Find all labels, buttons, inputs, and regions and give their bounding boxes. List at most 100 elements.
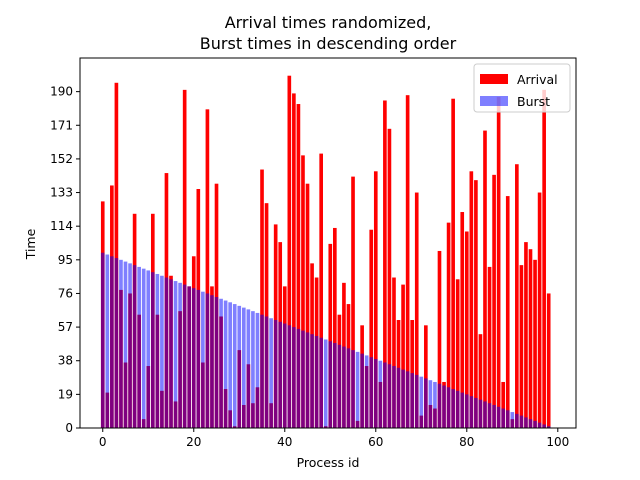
bar-burst-92 bbox=[519, 415, 524, 428]
bar-burst-37 bbox=[269, 318, 273, 428]
bar-burst-79 bbox=[460, 392, 465, 428]
bar-burst-73 bbox=[433, 381, 437, 428]
bar-burst-1 bbox=[105, 254, 110, 428]
bar-burst-21 bbox=[196, 289, 201, 428]
bar-burst-89 bbox=[505, 410, 510, 428]
bar-burst-91 bbox=[515, 413, 519, 428]
x-tick-label: 0 bbox=[99, 435, 107, 449]
bar-burst-3 bbox=[114, 258, 119, 428]
bar-burst-56 bbox=[355, 351, 360, 428]
bar-arrival-77 bbox=[451, 98, 455, 428]
bar-burst-4 bbox=[119, 259, 123, 428]
bar-burst-0 bbox=[100, 252, 105, 428]
bar-burst-17 bbox=[178, 282, 182, 428]
bar-burst-55 bbox=[351, 350, 355, 428]
bar-arrival-51 bbox=[333, 227, 337, 428]
bar-burst-6 bbox=[128, 263, 132, 428]
bar-burst-62 bbox=[383, 362, 387, 428]
bar-arrival-92 bbox=[519, 265, 524, 428]
x-tick-label: 80 bbox=[459, 435, 474, 449]
bar-arrival-80 bbox=[464, 231, 469, 428]
y-tick-label: 152 bbox=[50, 152, 73, 166]
bar-burst-60 bbox=[373, 358, 378, 428]
bar-burst-63 bbox=[387, 364, 392, 428]
bar-burst-12 bbox=[155, 273, 160, 428]
axes: 0 20 40 60 80 100 0 19 38 57 76 95 114 133 152 171 190 bbox=[50, 57, 577, 449]
bar-burst-20 bbox=[191, 288, 196, 428]
bar-arrival-88 bbox=[501, 381, 506, 428]
legend: Arrival Burst bbox=[473, 63, 571, 113]
bar-burst-76 bbox=[446, 387, 451, 428]
bar-burst-38 bbox=[273, 320, 278, 428]
bar-arrival-59 bbox=[369, 229, 374, 428]
bar-burst-44 bbox=[301, 330, 305, 428]
bar-burst-11 bbox=[150, 272, 155, 428]
bar-arrival-23 bbox=[205, 109, 210, 428]
bar-burst-10 bbox=[146, 270, 151, 428]
bar-burst-13 bbox=[160, 275, 164, 428]
bar-burst-43 bbox=[296, 328, 301, 428]
bar-burst-75 bbox=[442, 385, 446, 428]
bar-arrival-63 bbox=[387, 128, 392, 428]
y-tick-label: 190 bbox=[50, 85, 73, 99]
bar-burst-41 bbox=[287, 325, 292, 428]
bar-burst-8 bbox=[137, 266, 141, 428]
bar-burst-51 bbox=[333, 343, 337, 428]
bar-arrival-41 bbox=[287, 75, 292, 429]
bar-arrival-48 bbox=[319, 153, 323, 428]
x-tick-label: 20 bbox=[186, 435, 201, 449]
y-tick-label: 57 bbox=[58, 320, 73, 334]
chart-title-line1: Arrival times randomized, bbox=[225, 13, 432, 32]
bar-burst-71 bbox=[424, 378, 428, 428]
bar-arrival-89 bbox=[505, 196, 510, 428]
bar-burst-48 bbox=[319, 337, 323, 428]
series-burst bbox=[100, 252, 551, 428]
bar-arrival-35 bbox=[260, 169, 264, 428]
y-axis-label: Time bbox=[23, 228, 38, 260]
bar-burst-52 bbox=[337, 344, 342, 428]
bar-arrival-36 bbox=[264, 203, 269, 428]
bar-burst-86 bbox=[492, 404, 496, 428]
bar-burst-9 bbox=[141, 268, 146, 428]
bar-burst-46 bbox=[310, 334, 314, 428]
bar-arrival-45 bbox=[305, 183, 310, 428]
bar-arrival-97 bbox=[542, 89, 546, 428]
y-tick-label: 0 bbox=[65, 421, 73, 435]
bar-burst-58 bbox=[364, 355, 369, 428]
bar-arrival-18 bbox=[182, 89, 187, 428]
bar-burst-42 bbox=[292, 327, 296, 428]
x-tick-label: 60 bbox=[368, 435, 383, 449]
bar-burst-31 bbox=[241, 307, 246, 428]
bar-burst-47 bbox=[314, 335, 319, 428]
bar-burst-2 bbox=[110, 256, 114, 428]
legend-swatch-arrival bbox=[480, 74, 508, 84]
bar-arrival-84 bbox=[483, 130, 487, 428]
bar-burst-70 bbox=[419, 376, 424, 428]
bar-burst-36 bbox=[264, 316, 269, 428]
bar-arrival-3 bbox=[114, 82, 119, 428]
bar-burst-57 bbox=[360, 353, 364, 428]
bar-burst-25 bbox=[214, 296, 219, 428]
bar-burst-97 bbox=[542, 424, 546, 428]
x-tick-label: 100 bbox=[546, 435, 569, 449]
bar-burst-14 bbox=[164, 277, 169, 428]
bar-burst-35 bbox=[260, 314, 264, 428]
bar-arrival-96 bbox=[537, 192, 542, 428]
bar-burst-68 bbox=[410, 373, 415, 428]
plot-frame bbox=[79, 57, 577, 429]
bar-burst-45 bbox=[305, 332, 310, 428]
bar-burst-96 bbox=[537, 422, 542, 428]
bar-burst-66 bbox=[401, 369, 405, 428]
bar-burst-93 bbox=[524, 417, 528, 428]
bar-burst-90 bbox=[510, 412, 515, 428]
bar-burst-50 bbox=[328, 341, 333, 428]
bar-burst-59 bbox=[369, 357, 374, 428]
legend-swatch-burst bbox=[480, 96, 508, 106]
bar-burst-82 bbox=[474, 397, 478, 428]
bar-arrival-93 bbox=[524, 242, 528, 428]
bar-arrival-55 bbox=[351, 176, 355, 428]
bar-arrival-69 bbox=[414, 192, 419, 428]
bar-arrival-82 bbox=[474, 180, 478, 428]
bar-burst-53 bbox=[342, 346, 346, 428]
bar-arrival-86 bbox=[492, 174, 496, 428]
